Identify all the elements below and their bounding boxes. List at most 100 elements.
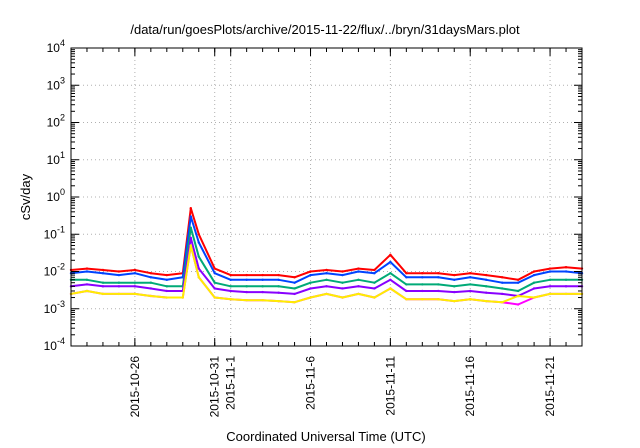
- y-tick-exponent: 2: [60, 113, 65, 123]
- data-point: [309, 273, 312, 277]
- data-point: [245, 290, 248, 294]
- data-point: [516, 278, 520, 281]
- data-point: [453, 299, 456, 303]
- data-point: [117, 281, 121, 284]
- data-point: [229, 278, 232, 281]
- data-point: [532, 287, 536, 290]
- data-point: [213, 281, 216, 284]
- y-tick-base: 10: [47, 78, 61, 92]
- data-point: [548, 292, 552, 296]
- data-point: [165, 278, 169, 281]
- data-point: [325, 285, 328, 288]
- data-point: [341, 273, 344, 277]
- data-point: [500, 300, 504, 304]
- data-point: [357, 267, 360, 270]
- series-line: [70, 215, 583, 284]
- data-point: [405, 283, 408, 286]
- data-point: [213, 272, 216, 275]
- data-point: [85, 270, 89, 273]
- y-tick-exponent: -2: [57, 262, 65, 272]
- data-point: [437, 283, 440, 286]
- chart-title: /data/run/goesPlots/archive/2015-11-22/f…: [130, 22, 520, 37]
- data-point: [437, 272, 440, 275]
- data-point: [309, 287, 312, 290]
- data-point: [189, 244, 192, 247]
- data-point: [189, 226, 192, 229]
- data-point: [389, 278, 392, 281]
- data-point: [245, 278, 248, 281]
- data-point: [341, 287, 344, 290]
- data-point: [197, 233, 200, 236]
- data-point: [532, 296, 536, 299]
- data-point: [165, 296, 169, 299]
- y-tick-label: 10-2: [44, 262, 65, 279]
- data-point: [245, 273, 248, 277]
- data-point: [341, 296, 344, 299]
- data-point: [277, 273, 280, 277]
- y-tick-base: 10: [47, 190, 61, 204]
- series-line: [70, 244, 582, 304]
- data-point: [261, 273, 264, 277]
- data-point: [189, 215, 192, 218]
- data-point: [325, 278, 328, 281]
- data-point: [197, 276, 200, 279]
- data-point: [516, 303, 520, 306]
- data-point: [229, 285, 232, 288]
- x-axis-ticks: 2015-10-26 2015-10-31 2015-11-1 2015-11-6 20…: [70, 48, 583, 418]
- data-point: [453, 273, 456, 277]
- data-point: [277, 278, 280, 281]
- x-tick-label: 2015-11-11: [383, 356, 397, 416]
- series-line: [70, 207, 583, 281]
- y-tick-exponent: -4: [57, 336, 65, 346]
- data-point: [149, 276, 153, 279]
- data-point: [101, 272, 105, 275]
- data-point: [484, 273, 488, 277]
- data-point: [245, 298, 248, 302]
- data-point: [181, 296, 184, 299]
- data-point: [101, 285, 105, 288]
- x-tick-label: 2015-10-26: [128, 356, 142, 418]
- data-point: [405, 298, 408, 301]
- y-tick-base: 10: [44, 227, 58, 241]
- data-point: [484, 299, 488, 303]
- data-point: [469, 272, 472, 275]
- data-point: [421, 272, 424, 275]
- data-point: [389, 287, 392, 290]
- data-point: [437, 298, 440, 301]
- data-point: [532, 273, 536, 277]
- data-point: [309, 281, 312, 284]
- data-point: [277, 291, 280, 294]
- data-point: [293, 300, 296, 304]
- data-point: [165, 289, 169, 293]
- y-tick-label: 101: [47, 150, 65, 167]
- y-tick-exponent: -3: [57, 299, 65, 309]
- data-point: [229, 289, 232, 293]
- data-point: [500, 287, 504, 290]
- y-tick-exponent: 1: [60, 150, 65, 160]
- data-point: [357, 285, 360, 288]
- y-tick-label: 102: [47, 113, 65, 130]
- data-point: [165, 273, 169, 277]
- data-point: [149, 287, 153, 290]
- data-point: [564, 292, 568, 296]
- data-point: [516, 289, 520, 293]
- data-point: [85, 278, 89, 281]
- data-point: [548, 267, 552, 270]
- y-axis-label: cSv/day: [18, 173, 33, 220]
- y-tick-label: 100: [47, 187, 65, 204]
- data-point: [229, 273, 232, 277]
- data-point: [405, 276, 408, 279]
- data-point: [277, 285, 280, 288]
- data-point: [293, 281, 296, 284]
- data-point: [357, 270, 360, 273]
- y-tick-base: 10: [47, 41, 61, 55]
- data-point: [133, 281, 137, 284]
- data-point: [261, 285, 264, 288]
- data-point: [293, 287, 296, 290]
- data-point: [149, 294, 153, 298]
- data-point: [293, 292, 296, 296]
- y-tick-base: 10: [47, 153, 61, 167]
- series-line: [71, 226, 582, 292]
- data-point: [117, 292, 121, 296]
